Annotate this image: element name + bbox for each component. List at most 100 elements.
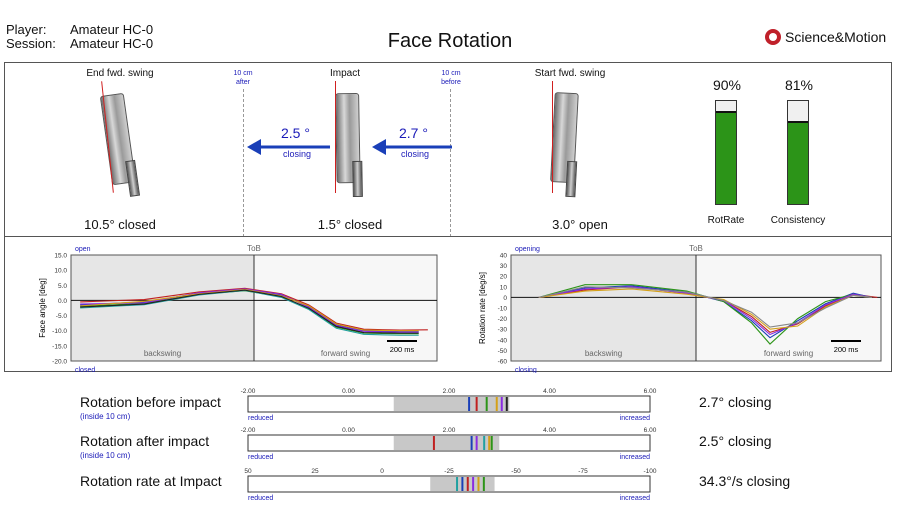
rate-impact-bar: 50 25 0 -25 -50 -75 -100 reduced increased bbox=[244, 468, 657, 502]
consistency-gauge bbox=[787, 100, 809, 205]
right-arrow-sub: closing bbox=[401, 149, 430, 159]
left-arrow-value: 2.5 ° bbox=[281, 125, 310, 141]
series-line-4 bbox=[80, 288, 419, 332]
session-label: Session: bbox=[6, 36, 56, 51]
reduced-label: reduced bbox=[248, 454, 273, 461]
left-arrow-icon bbox=[247, 139, 330, 155]
y-tick-label: -10.0 bbox=[52, 328, 67, 335]
range-band bbox=[393, 397, 510, 411]
left-arrow-sub: closing bbox=[283, 149, 312, 159]
row-after-sub: (inside 10 cm) bbox=[80, 451, 131, 460]
bar-tick-label: 0 bbox=[380, 468, 384, 475]
y-tick-label: 0.0 bbox=[58, 298, 67, 305]
y-tick-label: -40 bbox=[498, 337, 508, 344]
brand-icon bbox=[765, 29, 781, 45]
bar-tick-label: 0.00 bbox=[342, 388, 355, 395]
rotation-rate-chart: 40 30 20 10 0 -10 -20 -30 -40 -50 -60 opening closin… bbox=[478, 244, 882, 373]
y-tick-label: 20 bbox=[500, 274, 508, 281]
backswing-label: backswing bbox=[585, 349, 622, 358]
row-after-result: 2.5° closing bbox=[699, 433, 772, 449]
tob-label: ToB bbox=[689, 244, 703, 253]
backswing-region bbox=[510, 254, 697, 362]
series-line-0 bbox=[80, 287, 428, 331]
y-tick-label: -15.0 bbox=[52, 343, 67, 350]
bar-tick-label: 2.00 bbox=[443, 388, 456, 395]
y-tick-label: 15.0 bbox=[54, 253, 67, 260]
bar-tick-label: 25 bbox=[311, 468, 319, 475]
player-value: Amateur HC-0 bbox=[70, 22, 154, 37]
forward-swing-region bbox=[695, 254, 882, 362]
before-marker-line bbox=[450, 89, 451, 237]
scale-label: 200 ms bbox=[390, 345, 415, 354]
impact-label: Impact bbox=[329, 68, 360, 79]
rotrate-gauge-fill bbox=[716, 111, 736, 204]
consistency-gauge-fill bbox=[788, 120, 808, 204]
scale-label: 200 ms bbox=[834, 345, 859, 354]
increased-label: increased bbox=[620, 454, 650, 461]
top-direction-label: opening bbox=[515, 246, 540, 253]
y-tick-label: 5.0 bbox=[58, 283, 67, 290]
series-line-5 bbox=[538, 286, 872, 328]
y-tick-label: -20 bbox=[498, 316, 508, 323]
putter-hosel bbox=[125, 159, 141, 197]
increased-label: increased bbox=[620, 495, 650, 502]
putter-panel: End fwd. swing 10.5° closed 10 cm after 1… bbox=[4, 62, 892, 237]
y-axis-label: Face angle [deg] bbox=[38, 278, 47, 338]
bar-tick-label: 6.00 bbox=[644, 388, 657, 395]
player-label: Player: bbox=[6, 22, 47, 37]
bottom-direction-label: closed bbox=[75, 367, 95, 373]
right-arrow-value: 2.7 ° bbox=[399, 125, 428, 141]
series-line-4 bbox=[538, 288, 872, 330]
series-line-1 bbox=[538, 285, 872, 339]
brand-logo: Science&Motion bbox=[765, 28, 886, 46]
row-rate-result: 34.3°/s closing bbox=[699, 473, 791, 489]
range-band bbox=[393, 436, 500, 450]
end-swing-label: End fwd. swing bbox=[86, 68, 154, 79]
putter-start-image bbox=[547, 90, 595, 202]
y-tick-label: 30 bbox=[500, 263, 508, 270]
series-line-6 bbox=[80, 289, 419, 334]
impact-caption: 1.5° closed bbox=[317, 217, 383, 232]
consistency-label: Consistency bbox=[770, 215, 826, 226]
brand-name: Science&Motion bbox=[785, 29, 887, 45]
reduced-label: reduced bbox=[248, 495, 273, 502]
y-axis-label: Rotation rate [deg/s] bbox=[478, 272, 487, 344]
row-before-label: Rotation before impact bbox=[80, 394, 221, 410]
bar-tick-label: 0.00 bbox=[342, 427, 355, 434]
rotrate-gauge bbox=[715, 100, 737, 205]
session-value: Amateur HC-0 bbox=[70, 36, 154, 51]
bar-tick-label: -50 bbox=[511, 468, 521, 475]
y-tick-label: -60 bbox=[498, 359, 508, 366]
after-marker-line bbox=[243, 89, 244, 237]
before-impact-bar: -2.00 0.00 2.00 4.00 6.00 reduced increased bbox=[241, 388, 657, 422]
y-tick-label: -30 bbox=[498, 327, 508, 334]
page-title: Face Rotation bbox=[387, 30, 513, 52]
backswing-region bbox=[70, 254, 255, 362]
backswing-label: backswing bbox=[144, 349, 181, 358]
bar-tick-label: -100 bbox=[643, 468, 656, 475]
bar-tick-label: 4.00 bbox=[543, 388, 556, 395]
before-marker-label: 10 cm before bbox=[441, 70, 461, 86]
bar-tick-label: 4.00 bbox=[543, 427, 556, 434]
row-after-label: Rotation after impact bbox=[80, 433, 210, 449]
series-line-2 bbox=[538, 284, 872, 345]
reference-line bbox=[335, 81, 336, 193]
bar-tick-label: -2.00 bbox=[241, 388, 256, 395]
bar-tick-label: 6.00 bbox=[644, 427, 657, 434]
end-caption: 10.5° closed bbox=[84, 217, 156, 232]
putter-end-image bbox=[98, 89, 155, 204]
chart-panel: 15.0 10.0 5.0 0.0 -5.0 -10.0 -15.0 -20.0 open clo… bbox=[4, 236, 892, 373]
y-tick-label: -50 bbox=[498, 348, 508, 355]
after-marker-label: 10 cm after bbox=[233, 70, 253, 86]
putter-hosel bbox=[352, 160, 363, 198]
putter-hosel bbox=[565, 160, 578, 198]
consistency-percent: 81% bbox=[784, 77, 814, 93]
bar-tick-label: -2.00 bbox=[241, 427, 256, 434]
start-caption: 3.0° open bbox=[552, 217, 608, 232]
row-rate-label: Rotation rate at Impact bbox=[80, 473, 222, 489]
forward-swing-label: forward swing bbox=[764, 349, 813, 358]
forward-swing-region bbox=[253, 254, 438, 362]
after-impact-bar: -2.00 0.00 2.00 4.00 6.00 reduced increased bbox=[241, 427, 657, 461]
y-tick-label: 10.0 bbox=[54, 268, 67, 275]
y-tick-label: 10 bbox=[500, 284, 508, 291]
